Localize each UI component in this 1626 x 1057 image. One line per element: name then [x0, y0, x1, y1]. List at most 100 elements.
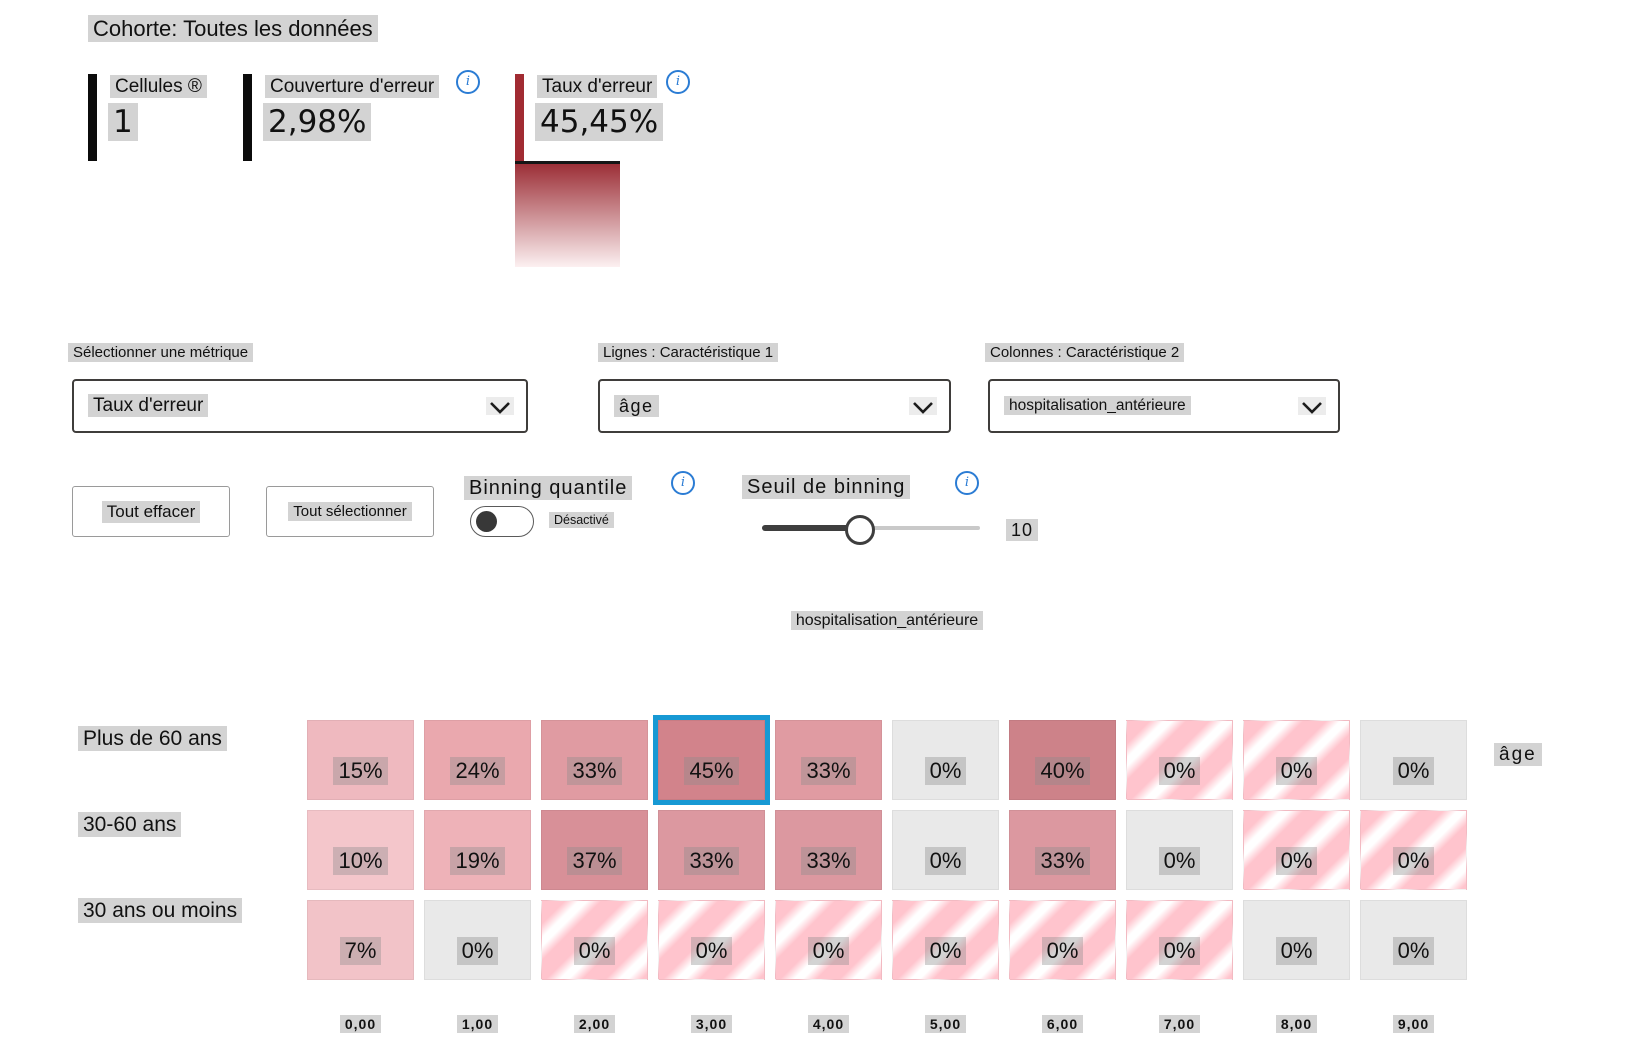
- heatmap-column-label: 3,00: [658, 1015, 765, 1033]
- cell-value: 0%: [456, 937, 499, 965]
- dropdown-value: Taux d'erreur: [88, 394, 209, 417]
- metric-tile-error-coverage[interactable]: Couverture d'erreur 2,98% i: [243, 70, 480, 165]
- heatmap-cell[interactable]: 0%: [1360, 900, 1467, 980]
- heatmap-cell[interactable]: 0%: [1360, 720, 1467, 800]
- heatmap-cell[interactable]: 0%: [892, 900, 999, 980]
- column-label-text: 1,00: [456, 1015, 499, 1033]
- heatmap-column-feature-title: hospitalisation_antérieure: [307, 611, 1467, 630]
- dropdown-value: âge: [614, 394, 659, 417]
- info-icon[interactable]: i: [456, 70, 480, 94]
- heatmap-column-label: 2,00: [541, 1015, 648, 1033]
- heatmap-cell[interactable]: 0%: [1243, 810, 1350, 890]
- metric-label: Cellules ®: [110, 75, 207, 98]
- quantile-binning-label: Binning quantile: [464, 476, 633, 500]
- slider-track-fill: [762, 525, 858, 531]
- cell-value: 0%: [1041, 937, 1084, 965]
- heatmap-column-label: 0,00: [307, 1015, 414, 1033]
- cell-value: 0%: [1275, 937, 1318, 965]
- heatmap-cell[interactable]: 7%: [307, 900, 414, 980]
- cell-value: 33%: [567, 757, 622, 785]
- select-all-button[interactable]: Tout sélectionner: [266, 486, 434, 537]
- metric-label: Couverture d'erreur: [265, 75, 440, 98]
- cell-value: 40%: [1035, 757, 1090, 785]
- heatmap-cell[interactable]: 15%: [307, 720, 414, 800]
- metric-selector-label: Sélectionner une métrique: [68, 343, 254, 362]
- heatmap-column-label: 7,00: [1126, 1015, 1233, 1033]
- heatmap-cell[interactable]: 33%: [541, 720, 648, 800]
- cell-value: 45%: [684, 757, 739, 785]
- quantile-binning-toggle[interactable]: [470, 506, 534, 537]
- heatmap-column-label: 5,00: [892, 1015, 999, 1033]
- heatmap-cell[interactable]: 0%: [541, 900, 648, 980]
- metric-selector-dropdown[interactable]: Taux d'erreur: [72, 379, 528, 433]
- heatmap-cell[interactable]: 0%: [1243, 720, 1350, 800]
- heatmap-cell[interactable]: 40%: [1009, 720, 1116, 800]
- cell-value: 0%: [924, 847, 967, 875]
- heatmap-cell[interactable]: 0%: [424, 900, 531, 980]
- column-label-text: 5,00: [924, 1015, 967, 1033]
- cell-value: 33%: [684, 847, 739, 875]
- cell-value: 33%: [1035, 847, 1090, 875]
- metric-tile-error-rate[interactable]: Taux d'erreur 45,45% i: [515, 70, 690, 165]
- clear-all-button[interactable]: Tout effacer: [72, 486, 230, 537]
- toggle-state-label: Désactivé: [549, 512, 614, 528]
- heatmap-cell[interactable]: 0%: [1243, 900, 1350, 980]
- info-icon[interactable]: i: [671, 471, 695, 495]
- dropdown-value: hospitalisation_antérieure: [1004, 396, 1191, 415]
- column-label-text: 3,00: [690, 1015, 733, 1033]
- heatmap-row-label: 30-60 ans: [78, 812, 182, 837]
- heatmap-row-axis-label: âge: [1494, 743, 1542, 766]
- columns-feature-label: Colonnes : Caractéristique 2: [985, 343, 1185, 362]
- metric-value: 2,98%: [263, 103, 372, 141]
- cell-value: 0%: [1158, 847, 1201, 875]
- rows-feature-label: Lignes : Caractéristique 1: [598, 343, 779, 362]
- heatmap-cell[interactable]: 0%: [775, 900, 882, 980]
- error-rate-color-legend: [515, 161, 620, 267]
- heatmap-cell[interactable]: 33%: [775, 720, 882, 800]
- heatmap-cell[interactable]: 0%: [1126, 900, 1233, 980]
- binning-threshold-label: Seuil de binning: [742, 475, 911, 499]
- heatmap-cell[interactable]: 37%: [541, 810, 648, 890]
- info-icon[interactable]: i: [955, 471, 979, 495]
- heatmap-cell[interactable]: 0%: [658, 900, 765, 980]
- heatmap-cell[interactable]: 24%: [424, 720, 531, 800]
- heatmap-row-label: Plus de 60 ans: [78, 726, 227, 751]
- cell-value: 0%: [924, 757, 967, 785]
- heatmap-column-label: 9,00: [1360, 1015, 1467, 1033]
- chevron-down-icon: [1298, 397, 1326, 415]
- metric-tile-cells[interactable]: Cellules ® 1: [88, 73, 207, 165]
- heatmap-cell[interactable]: 33%: [658, 810, 765, 890]
- cell-value: 19%: [450, 847, 505, 875]
- column-label-text: 2,00: [573, 1015, 616, 1033]
- binning-threshold-value: 10: [1006, 519, 1039, 541]
- heatmap-column-label: 4,00: [775, 1015, 882, 1033]
- chevron-down-icon: [909, 397, 937, 415]
- heatmap-cell[interactable]: 19%: [424, 810, 531, 890]
- heatmap-cell[interactable]: 0%: [1360, 810, 1467, 890]
- heatmap-cell[interactable]: 0%: [892, 810, 999, 890]
- metric-label: Taux d'erreur: [537, 75, 658, 98]
- cell-value: 0%: [690, 937, 733, 965]
- heatmap-cell[interactable]: 0%: [892, 720, 999, 800]
- column-label-text: 8,00: [1275, 1015, 1318, 1033]
- columns-feature-dropdown[interactable]: hospitalisation_antérieure: [988, 379, 1340, 433]
- slider-thumb[interactable]: [845, 515, 875, 545]
- heatmap-cell[interactable]: 10%: [307, 810, 414, 890]
- heatmap-cell[interactable]: 0%: [1009, 900, 1116, 980]
- heatmap-column-label: 1,00: [424, 1015, 531, 1033]
- rows-feature-dropdown[interactable]: âge: [598, 379, 951, 433]
- heatmap-cell[interactable]: 0%: [1126, 810, 1233, 890]
- cell-value: 0%: [1392, 757, 1435, 785]
- binning-threshold-slider[interactable]: [762, 515, 980, 545]
- heatmap-cell[interactable]: 45%: [653, 715, 770, 805]
- heatmap-cell[interactable]: 0%: [1126, 720, 1233, 800]
- metric-accent-bar: [88, 74, 97, 161]
- heatmap-row-label: 30 ans ou moins: [78, 898, 243, 923]
- heatmap-cell[interactable]: 33%: [1009, 810, 1116, 890]
- info-icon[interactable]: i: [666, 70, 690, 94]
- cell-value: 0%: [1275, 757, 1318, 785]
- metric-value: 45,45%: [535, 103, 664, 141]
- heatmap-cell[interactable]: 33%: [775, 810, 882, 890]
